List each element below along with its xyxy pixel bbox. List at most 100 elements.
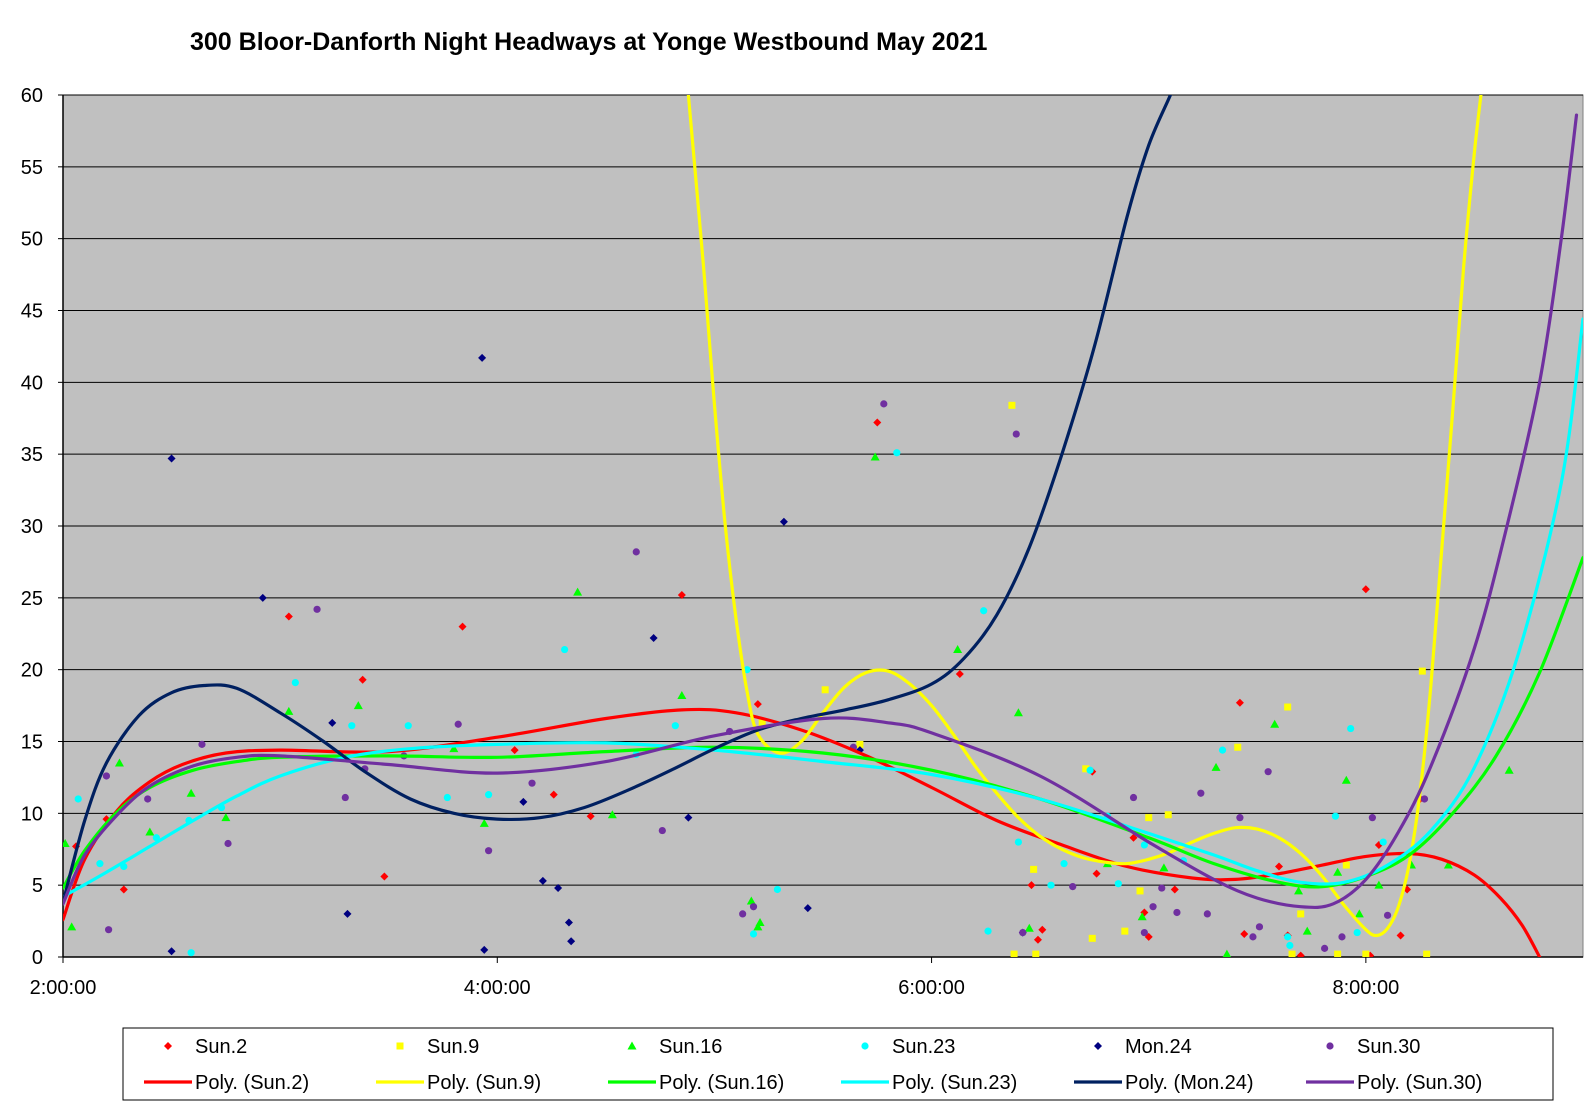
data-point-mon-24 bbox=[343, 909, 352, 918]
x-tick-label: 4:00:00 bbox=[464, 977, 531, 999]
chart-title: 300 Bloor-Danforth Night Headways at Yon… bbox=[190, 28, 988, 56]
data-point-sun-9 bbox=[856, 740, 864, 748]
data-point-sun-16 bbox=[284, 706, 294, 715]
data-point-sun-9 bbox=[1032, 950, 1040, 957]
data-point-sun-16 bbox=[1013, 708, 1023, 717]
data-point-mon-24 bbox=[167, 947, 176, 956]
data-point-sun-16 bbox=[1333, 867, 1343, 876]
data-point-sun-16 bbox=[1270, 719, 1280, 728]
data-point-sun-9 bbox=[1008, 401, 1016, 409]
y-tick-label: 45 bbox=[21, 301, 43, 323]
data-point-sun-9 bbox=[1288, 950, 1296, 957]
x-tick-label: 6:00:00 bbox=[898, 977, 965, 999]
legend-swatch-sun-23 bbox=[861, 1042, 869, 1050]
data-point-sun-2 bbox=[1092, 869, 1101, 878]
data-point-sun-23 bbox=[187, 949, 195, 957]
y-tick-label: 15 bbox=[21, 732, 43, 754]
data-point-sun-30 bbox=[1149, 903, 1157, 911]
data-point-sun-30 bbox=[454, 720, 462, 728]
data-point-sun-30 bbox=[739, 910, 747, 918]
data-point-sun-2 bbox=[1027, 881, 1036, 890]
data-point-sun-23 bbox=[773, 885, 782, 894]
data-point-sun-2 bbox=[1275, 862, 1283, 871]
legend-label: Poly. (Sun.16) bbox=[659, 1072, 784, 1094]
data-point-sun-16 bbox=[1443, 860, 1453, 869]
data-point-mon-24 bbox=[803, 904, 812, 913]
data-point-sun-9 bbox=[1088, 934, 1096, 942]
data-point-mon-24 bbox=[684, 813, 693, 822]
data-point-sun-9 bbox=[1234, 743, 1242, 751]
data-point-sun-9 bbox=[1423, 950, 1431, 957]
y-tick-label: 20 bbox=[21, 660, 43, 682]
data-point-sun-2 bbox=[458, 622, 467, 631]
data-point-sun-2 bbox=[1396, 931, 1405, 940]
legend-label: Sun.23 bbox=[892, 1036, 955, 1058]
data-point-sun-23 bbox=[749, 930, 758, 938]
data-point-sun-2 bbox=[677, 590, 686, 599]
data-point-sun-30 bbox=[1069, 883, 1077, 891]
data-point-sun-16 bbox=[1354, 909, 1364, 918]
data-point-sun-2 bbox=[753, 700, 762, 709]
data-point-sun-16 bbox=[449, 744, 459, 753]
data-point-mon-24 bbox=[567, 937, 576, 946]
data-point-sun-23 bbox=[1140, 841, 1148, 849]
data-point-sun-30 bbox=[1255, 923, 1264, 931]
data-point-sun-16 bbox=[1294, 886, 1304, 895]
data-point-sun-16 bbox=[1341, 775, 1351, 784]
data-point-sun-23 bbox=[1086, 766, 1094, 774]
data-point-mon-24 bbox=[779, 517, 788, 526]
data-point-sun-16 bbox=[1504, 765, 1514, 774]
data-point-sun-30 bbox=[658, 826, 666, 835]
data-point-mon-24 bbox=[538, 876, 547, 885]
data-point-sun-23 bbox=[1379, 838, 1387, 846]
data-point-sun-9 bbox=[1145, 814, 1153, 822]
data-point-sun-30 bbox=[313, 605, 321, 613]
legend-label: Sun.16 bbox=[659, 1036, 722, 1058]
data-point-sun-9 bbox=[1010, 950, 1018, 957]
data-point-sun-23 bbox=[893, 449, 901, 457]
data-point-sun-2 bbox=[358, 675, 367, 684]
y-tick-label: 50 bbox=[21, 229, 43, 251]
data-point-sun-23 bbox=[485, 791, 493, 799]
legend-swatch-sun-2 bbox=[164, 1042, 172, 1050]
data-point-sun-30 bbox=[1129, 793, 1138, 802]
data-point-mon-24 bbox=[480, 945, 489, 954]
data-point-sun-30 bbox=[880, 400, 888, 408]
data-point-sun-30 bbox=[1368, 814, 1376, 822]
data-point-sun-23 bbox=[443, 793, 451, 802]
data-point-sun-9 bbox=[1082, 765, 1090, 773]
data-point-sun-16 bbox=[1137, 912, 1147, 921]
data-point-sun-16 bbox=[145, 827, 155, 836]
legend-label: Sun.30 bbox=[1357, 1036, 1420, 1058]
data-point-sun-2 bbox=[586, 812, 595, 821]
data-point-sun-16 bbox=[953, 645, 963, 654]
data-point-sun-30 bbox=[198, 740, 206, 748]
data-point-sun-30 bbox=[528, 779, 536, 787]
legend-label: Poly. (Mon.24) bbox=[1125, 1072, 1254, 1094]
data-point-sun-30 bbox=[102, 772, 111, 780]
y-tick-label: 5 bbox=[32, 875, 43, 897]
data-point-mon-24 bbox=[564, 918, 573, 927]
legend-label: Sun.2 bbox=[195, 1036, 247, 1058]
data-point-sun-9 bbox=[1030, 865, 1038, 873]
y-tick-label: 10 bbox=[21, 803, 43, 825]
data-point-sun-16 bbox=[479, 818, 489, 827]
y-tick-label: 55 bbox=[21, 157, 43, 179]
data-point-sun-23 bbox=[152, 834, 160, 842]
data-point-sun-16 bbox=[677, 691, 687, 700]
data-point-sun-16 bbox=[1302, 926, 1312, 935]
data-point-sun-9 bbox=[821, 686, 829, 694]
axes: 0 5 10 15 20 25 30 35 40 45 50 55 60 2:00:00 4:00:00 6:… bbox=[21, 85, 1583, 999]
data-point-sun-30 bbox=[341, 793, 349, 802]
data-point-sun-16 bbox=[1222, 949, 1232, 957]
data-point-sun-16 bbox=[353, 701, 363, 710]
legend-label: Poly. (Sun.30) bbox=[1357, 1072, 1482, 1094]
data-point-sun-9 bbox=[1121, 927, 1129, 935]
data-point-sun-16 bbox=[755, 918, 765, 927]
data-point-sun-2 bbox=[1170, 885, 1179, 894]
trendline-poly-sun-16 bbox=[63, 556, 1583, 890]
data-point-sun-23 bbox=[980, 607, 988, 615]
trendlines bbox=[63, 95, 1583, 957]
data-point-sun-23 bbox=[1347, 724, 1355, 733]
data-point-sun-16 bbox=[186, 788, 196, 797]
